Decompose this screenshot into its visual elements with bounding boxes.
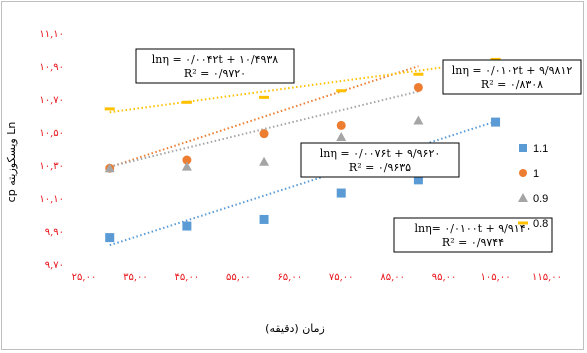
data-point-series-1-1	[413, 175, 423, 185]
x-tick-label: ۵۵,۰۰	[226, 272, 251, 283]
x-tick-label: ۲۵,۰۰	[72, 272, 97, 283]
equation-text: lnη = ۰/۰۱۰۲t + ۹/۹۸۱۲	[452, 64, 573, 77]
data-point-series-1	[182, 155, 192, 165]
data-point-series-0-9	[336, 131, 347, 141]
x-tick-label: ۳۵,۰۰	[123, 272, 148, 283]
x-tick-label: ۶۵,۰۰	[277, 272, 302, 283]
y-tick-label: ۱۰,۷۰	[39, 95, 64, 106]
trendline-0-9	[109, 90, 419, 168]
legend-label: 1	[533, 168, 539, 180]
data-point-series-1	[336, 120, 346, 130]
r-squared-text: R² = ۰/۹۶۳۵	[349, 161, 411, 174]
data-point-series-0-8	[104, 107, 115, 111]
x-tick-label: ۱۰۵,۰۰	[481, 272, 511, 283]
y-tick-label: ۱۰,۵۰	[39, 128, 64, 139]
data-point-series-1-1	[491, 117, 501, 127]
data-point-series-1	[413, 82, 423, 92]
x-tick-label: ۷۵,۰۰	[329, 272, 354, 283]
tick-label-layer: ۲۵,۰۰ ۳۵,۰۰ ۴۵,۰۰ ۵۵,۰۰ ۶۵,۰۰ ۷۵,۰۰ ۸۵,۰۰ ۹۵,۰۰…	[39, 29, 562, 283]
data-point-series-1-1	[182, 221, 192, 231]
data-point-series-0-9	[181, 161, 192, 171]
legend-marker-1-1	[519, 144, 527, 152]
data-point-series-0-9	[413, 115, 424, 125]
legend-marker-0-8	[518, 221, 528, 225]
x-tick-label: ۸۵,۰۰	[380, 272, 405, 283]
legend-label: 1.1	[533, 143, 548, 155]
equation-text: lnη = ۰/۰۰۴۲t + ۱۰/۴۹۳۸	[152, 53, 279, 66]
y-tick-label: ۱۰,۳۰	[39, 161, 64, 172]
x-tick-label: ۱۱۵,۰۰	[532, 272, 562, 283]
data-point-series-0-8	[413, 72, 424, 76]
legend: 1.1 1 0.9 0.8	[518, 143, 548, 230]
r-squared-text: R² = ۰/۸۳۰۸	[481, 78, 543, 91]
y-tick-label: ۱۰,۱۰	[39, 194, 64, 205]
legend-marker-0-9	[518, 193, 528, 202]
equation-text: lnη= ۰/۰۱۰۰t + ۹/۹۱۴۰	[414, 222, 531, 235]
trendline-0-8	[109, 59, 496, 114]
x-axis-title: زمان (دقیقه)	[265, 322, 325, 335]
data-point-series-0-8	[259, 95, 270, 99]
legend-marker-1	[519, 169, 527, 177]
marker-layer	[104, 57, 501, 243]
data-point-series-0-8	[336, 89, 347, 93]
data-point-series-1-1	[105, 233, 115, 243]
data-point-series-0-8	[490, 57, 501, 61]
equation-text: lnη = ۰/۰۰۷۶t + ۹/۹۶۲۰	[320, 147, 441, 160]
legend-label: 0.8	[533, 218, 548, 230]
trendline-layer	[109, 59, 496, 247]
data-point-series-0-9	[104, 163, 115, 173]
data-point-series-1	[259, 129, 269, 139]
r-squared-text: R² = ۰/۹۷۴۴	[442, 236, 504, 249]
x-tick-label: ۴۵,۰۰	[175, 272, 200, 283]
data-point-series-0-8	[181, 100, 192, 104]
r-squared-text: R² = ۰/۹۷۲۰	[184, 67, 246, 80]
data-point-series-0-9	[259, 156, 270, 166]
y-tick-label: ۱۱,۱۰	[39, 29, 64, 40]
data-point-series-1-1	[336, 188, 346, 198]
data-point-series-1-1	[259, 214, 269, 224]
x-tick-label: ۹۵,۰۰	[432, 272, 457, 283]
y-tick-label: ۹,۷۰	[45, 260, 64, 271]
y-axis-title: Ln ویسکوزیته cp	[5, 122, 18, 203]
legend-label: 0.9	[533, 193, 548, 205]
y-tick-label: ۱۰,۹۰	[39, 62, 64, 73]
y-tick-label: ۹,۹۰	[45, 227, 64, 238]
